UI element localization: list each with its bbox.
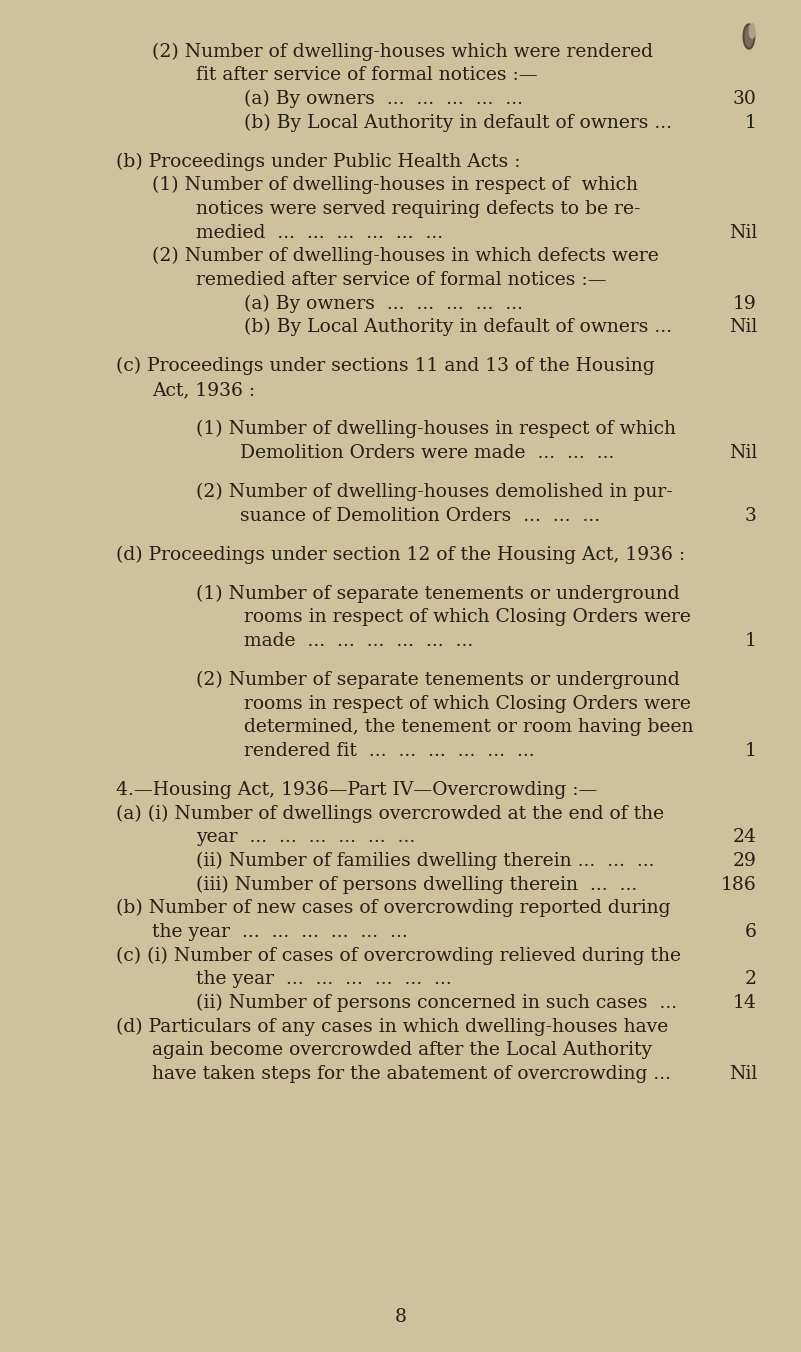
Text: (a) By owners  ...  ...  ...  ...  ...: (a) By owners ... ... ... ... ... [244,89,523,108]
Text: (2) Number of dwelling-houses in which defects were: (2) Number of dwelling-houses in which d… [152,247,659,265]
Text: fit after service of formal notices :—: fit after service of formal notices :— [196,66,537,84]
Text: (2) Number of dwelling-houses demolished in pur-: (2) Number of dwelling-houses demolished… [196,483,673,500]
Text: (ii) Number of persons concerned in such cases  ...: (ii) Number of persons concerned in such… [196,994,678,1011]
Text: (1) Number of dwelling-houses in respect of which: (1) Number of dwelling-houses in respect… [196,420,676,438]
Text: made  ...  ...  ...  ...  ...  ...: made ... ... ... ... ... ... [244,631,473,650]
Text: (2) Number of separate tenements or underground: (2) Number of separate tenements or unde… [196,671,680,690]
Text: medied  ...  ...  ...  ...  ...  ...: medied ... ... ... ... ... ... [196,224,444,242]
Text: (c) Proceedings under sections 11 and 13 of the Housing: (c) Proceedings under sections 11 and 13… [116,357,654,376]
Text: 2: 2 [745,971,757,988]
Text: 3: 3 [745,507,757,525]
Text: (2) Number of dwelling-houses which were rendered: (2) Number of dwelling-houses which were… [152,42,653,61]
Text: (c) (i) Number of cases of overcrowding relieved during the: (c) (i) Number of cases of overcrowding … [116,946,681,964]
Text: again become overcrowded after the Local Authority: again become overcrowded after the Local… [152,1041,652,1059]
Text: (ii) Number of families dwelling therein ...  ...  ...: (ii) Number of families dwelling therein… [196,852,654,869]
Text: (iii) Number of persons dwelling therein  ...  ...: (iii) Number of persons dwelling therein… [196,875,638,894]
Text: 19: 19 [733,295,757,312]
Text: Act, 1936 :: Act, 1936 : [152,381,256,399]
Text: determined, the tenement or room having been: determined, the tenement or room having … [244,718,694,737]
Text: 4.—Housing Act, 1936—Part IV—Overcrowding :—: 4.—Housing Act, 1936—Part IV—Overcrowdin… [116,781,598,799]
Text: (a) (i) Number of dwellings overcrowded at the end of the: (a) (i) Number of dwellings overcrowded … [116,804,664,822]
Text: 6: 6 [745,923,757,941]
Text: (b) Proceedings under Public Health Acts :: (b) Proceedings under Public Health Acts… [116,153,521,170]
Text: Demolition Orders were made  ...  ...  ...: Demolition Orders were made ... ... ... [240,443,614,462]
Text: (1) Number of separate tenements or underground: (1) Number of separate tenements or unde… [196,584,680,603]
Text: remedied after service of formal notices :—: remedied after service of formal notices… [196,272,606,289]
Ellipse shape [748,23,756,39]
Text: (b) By Local Authority in default of owners ...: (b) By Local Authority in default of own… [244,318,672,337]
Text: (b) By Local Authority in default of owners ...: (b) By Local Authority in default of own… [244,114,672,131]
Text: the year  ...  ...  ...  ...  ...  ...: the year ... ... ... ... ... ... [196,971,452,988]
Text: Nil: Nil [729,319,757,337]
Text: (d) Particulars of any cases in which dwelling-houses have: (d) Particulars of any cases in which dw… [116,1017,668,1036]
Text: rendered fit  ...  ...  ...  ...  ...  ...: rendered fit ... ... ... ... ... ... [244,742,535,760]
Text: (1) Number of dwelling-houses in respect of  which: (1) Number of dwelling-houses in respect… [152,176,638,195]
Text: 8: 8 [395,1309,406,1326]
Text: the year  ...  ...  ...  ...  ...  ...: the year ... ... ... ... ... ... [152,923,408,941]
Text: notices were served requiring defects to be re-: notices were served requiring defects to… [196,200,641,218]
Text: (d) Proceedings under section 12 of the Housing Act, 1936 :: (d) Proceedings under section 12 of the … [116,545,686,564]
Text: 186: 186 [721,876,757,894]
Text: 1: 1 [745,742,757,760]
Text: rooms in respect of which Closing Orders were: rooms in respect of which Closing Orders… [244,608,691,626]
Text: have taken steps for the abatement of overcrowding ...: have taken steps for the abatement of ov… [152,1065,671,1083]
Text: 24: 24 [733,829,757,846]
Text: Nil: Nil [729,443,757,462]
Text: 29: 29 [733,852,757,869]
Text: 30: 30 [733,91,757,108]
Text: Nil: Nil [729,224,757,242]
Text: 14: 14 [733,994,757,1011]
Text: suance of Demolition Orders  ...  ...  ...: suance of Demolition Orders ... ... ... [240,507,601,525]
Text: (a) By owners  ...  ...  ...  ...  ...: (a) By owners ... ... ... ... ... [244,295,523,312]
Text: (b) Number of new cases of overcrowding reported during: (b) Number of new cases of overcrowding … [116,899,670,917]
Text: 1: 1 [745,114,757,131]
Text: 1: 1 [745,631,757,650]
Ellipse shape [743,24,755,49]
Text: Nil: Nil [729,1065,757,1083]
Text: rooms in respect of which Closing Orders were: rooms in respect of which Closing Orders… [244,695,691,713]
Text: year  ...  ...  ...  ...  ...  ...: year ... ... ... ... ... ... [196,829,416,846]
